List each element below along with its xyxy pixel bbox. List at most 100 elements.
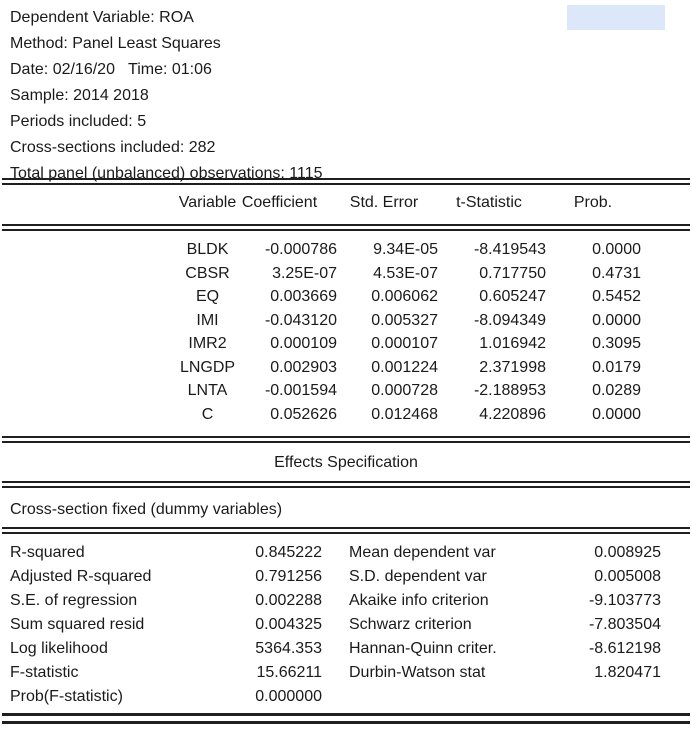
coefficients-table-header: Variable Coefficient Std. Error t-Statis…	[0, 192, 692, 214]
coefficient-value: -0.043120	[264, 311, 337, 329]
double-rule-separator-bottom	[2, 713, 690, 724]
table-row: IMI -0.043120 0.005327 -8.094349 0.0000	[0, 309, 692, 333]
prob-value: 0.0000	[592, 405, 641, 423]
stat-value: 0.000000	[255, 688, 322, 705]
std-error-value: 0.000107	[371, 335, 438, 352]
summary-row: Prob(F-statistic) 0.000000	[0, 685, 692, 709]
t-statistic-value: -8.419543	[473, 241, 546, 258]
t-statistic-value: 2.371998	[479, 358, 546, 376]
periods-line: Periods included: 5	[10, 113, 147, 130]
method-line: Method: Panel Least Squares	[10, 35, 221, 52]
date-time-line: Date: 02/16/20 Time: 01:06	[10, 61, 212, 78]
variable-name: C	[201, 405, 214, 423]
column-header-t-statistic: t-Statistic	[456, 194, 522, 211]
table-row: IMR2 0.000109 0.000107 1.016942 0.3095	[0, 332, 692, 356]
column-header-prob: Prob.	[573, 194, 613, 211]
summary-row: Log likelihood 5364.353 Hannan-Quinn cri…	[0, 637, 692, 661]
t-statistic-value: 1.016942	[479, 335, 546, 352]
stat-label: Akaike info criterion	[349, 592, 489, 609]
summary-row: Adjusted R-squared 0.791256 S.D. depende…	[0, 565, 692, 589]
prob-value: 0.5452	[592, 288, 641, 305]
table-row: EQ 0.003669 0.006062 0.605247 0.5452	[0, 285, 692, 309]
table-row: C 0.052626 0.012468 4.220896 0.0000	[0, 403, 692, 427]
stat-value: -9.103773	[588, 592, 661, 609]
column-header-std-error: Std. Error	[349, 194, 419, 211]
stat-label: R-squared	[10, 544, 85, 561]
double-rule-separator	[2, 527, 690, 534]
stat-value: 0.004325	[255, 616, 322, 633]
sample-line: Sample: 2014 2018	[10, 87, 149, 104]
stat-label: Durbin-Watson stat	[349, 664, 486, 681]
cell-selection-highlight[interactable]	[567, 5, 665, 30]
variable-name: CBSR	[185, 264, 230, 282]
variable-name: BLDK	[186, 241, 229, 258]
summary-row: S.E. of regression 0.002288 Akaike info …	[0, 589, 692, 613]
double-rule-separator	[2, 224, 690, 231]
stat-value: 5364.353	[255, 640, 322, 657]
prob-value: 0.0289	[592, 382, 641, 399]
stat-label: Schwarz criterion	[349, 616, 472, 633]
variable-name: IMR2	[188, 335, 227, 352]
observations-line: Total panel (unbalanced) observations: 1…	[10, 165, 323, 182]
coefficients-table-body: BLDK -0.000786 9.34E-05 -8.419543 0.0000…	[0, 238, 692, 426]
std-error-value: 9.34E-05	[373, 241, 438, 258]
prob-value: 0.0000	[592, 311, 641, 329]
std-error-value: 0.000728	[371, 382, 438, 399]
prob-value: 0.4731	[592, 264, 641, 282]
std-error-value: 0.012468	[371, 405, 438, 423]
summary-row: F-statistic 15.66211 Durbin-Watson stat …	[0, 661, 692, 685]
table-row: LNTA -0.001594 0.000728 -2.188953 0.0289	[0, 379, 692, 403]
std-error-value: 0.001224	[371, 358, 438, 376]
stat-value: 0.791256	[255, 568, 322, 585]
variable-name: EQ	[195, 288, 220, 305]
summary-row: R-squared 0.845222 Mean dependent var 0.…	[0, 541, 692, 565]
stat-value	[520, 685, 661, 709]
effects-specification-title: Effects Specification	[274, 454, 418, 471]
stat-value: -8.612198	[588, 640, 661, 657]
coefficient-value: 0.000109	[270, 335, 337, 352]
std-error-value: 0.005327	[371, 311, 438, 329]
double-rule-separator	[2, 436, 690, 443]
summary-row: Sum squared resid 0.004325 Schwarz crite…	[0, 613, 692, 637]
stat-label: S.E. of regression	[10, 592, 138, 609]
variable-name: LNTA	[187, 382, 228, 399]
stat-value: 1.820471	[594, 664, 661, 681]
prob-value: 0.0000	[592, 241, 641, 258]
column-header-coefficient: Coefficient	[241, 194, 318, 211]
stat-value: -7.803504	[588, 616, 661, 633]
regression-header-block: Dependent Variable: ROA Method: Panel Le…	[10, 5, 682, 187]
dependent-variable-line: Dependent Variable: ROA	[10, 9, 194, 26]
prob-value: 0.3095	[592, 335, 641, 352]
stat-value: 15.66211	[256, 664, 322, 681]
stat-label: S.D. dependent var	[349, 568, 487, 585]
t-statistic-value: 4.220896	[479, 405, 546, 423]
coefficient-value: 0.003669	[270, 288, 337, 305]
stat-value: 0.002288	[255, 592, 322, 609]
t-statistic-value: 0.717750	[479, 264, 546, 282]
table-row: BLDK -0.000786 9.34E-05 -8.419543 0.0000	[0, 238, 692, 262]
summary-statistics: R-squared 0.845222 Mean dependent var 0.…	[0, 541, 692, 709]
table-row: CBSR 3.25E-07 4.53E-07 0.717750 0.4731	[0, 262, 692, 286]
coefficient-value: 3.25E-07	[272, 264, 337, 282]
t-statistic-value: -8.094349	[473, 311, 546, 329]
t-statistic-value: 0.605247	[479, 288, 546, 305]
stat-value: 0.005008	[594, 568, 661, 585]
stat-value: 0.008925	[594, 544, 661, 561]
variable-name: LNGDP	[179, 358, 236, 376]
cross-sections-line: Cross-sections included: 282	[10, 139, 216, 156]
double-rule-separator	[2, 481, 690, 488]
table-row: LNGDP 0.002903 0.001224 2.371998 0.0179	[0, 356, 692, 380]
coefficient-value: -0.001594	[264, 382, 337, 399]
coefficient-value: 0.002903	[270, 358, 337, 376]
column-header-variable: Variable	[178, 194, 237, 211]
stat-label: Adjusted R-squared	[10, 568, 152, 585]
stat-label: Sum squared resid	[10, 616, 145, 633]
double-rule-separator	[2, 178, 690, 185]
stat-label: F-statistic	[10, 664, 79, 681]
std-error-value: 4.53E-07	[373, 264, 438, 282]
stat-value: 0.845222	[255, 544, 322, 561]
coefficient-value: -0.000786	[264, 241, 337, 258]
stat-label: Prob(F-statistic)	[10, 688, 123, 705]
stat-label: Log likelihood	[10, 640, 108, 657]
